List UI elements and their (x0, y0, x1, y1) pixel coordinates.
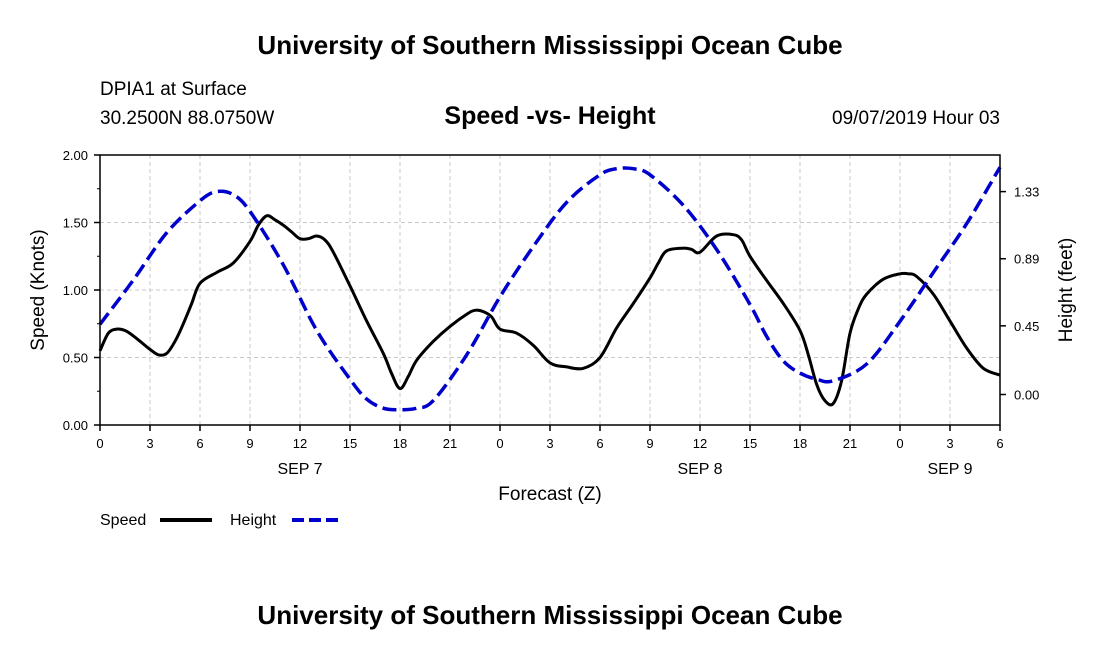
x-tick-label: 6 (996, 436, 1003, 451)
y-tick-label: 1.50 (63, 216, 88, 231)
legend-height-label: Height (230, 512, 277, 529)
header-title: University of Southern Mississippi Ocean… (257, 30, 842, 60)
y-tick-label: 0.00 (63, 418, 88, 433)
x-tick-label: 6 (596, 436, 603, 451)
series-layer (98, 166, 1002, 412)
speed-series-line (98, 214, 1001, 407)
x-tick-label: 21 (443, 436, 457, 451)
legend-speed-label: Speed (100, 512, 146, 529)
chart-title: Speed -vs- Height (444, 102, 656, 130)
y2-tick-label: 1.33 (1014, 185, 1039, 200)
x-tick-label: 9 (246, 436, 253, 451)
axes-layer: 0 3 6 9 12 15 18 21 0 3 6 9 12 15 18 21 0 3 6 SEP 7 SEP 8 SEP… (63, 148, 1040, 478)
x-tick-label: 3 (546, 436, 553, 451)
x-axis-label: Forecast (Z) (498, 484, 601, 505)
y-axis-label: Speed (Knots) (28, 229, 49, 350)
day-label: SEP 7 (277, 461, 322, 478)
grid-layer (100, 155, 1000, 425)
legend: Speed Height (100, 512, 342, 529)
y-tick-label: 0.50 (63, 351, 88, 366)
x-tick-label: 18 (793, 436, 807, 451)
y2-axis-label: Height (feet) (1056, 238, 1077, 343)
datetime-label: 09/07/2019 Hour 03 (832, 108, 1000, 129)
x-tick-label: 15 (343, 436, 357, 451)
x-tick-label: 18 (393, 436, 407, 451)
x-tick-label: 0 (496, 436, 503, 451)
y2-tick-label: 0.00 (1014, 387, 1039, 402)
x-tick-label: 15 (743, 436, 757, 451)
x-tick-label: 3 (946, 436, 953, 451)
height-series-line (98, 166, 1002, 412)
x-tick-label: 0 (896, 436, 903, 451)
y2-tick-label: 0.89 (1014, 252, 1039, 267)
day-label: SEP 9 (927, 461, 972, 478)
x-tick-label: 21 (843, 436, 857, 451)
day-label: SEP 8 (677, 461, 722, 478)
footer-title: University of Southern Mississippi Ocean… (257, 600, 842, 630)
x-tick-label: 3 (146, 436, 153, 451)
coords-label: 30.2500N 88.0750W (100, 108, 274, 129)
x-tick-label: 6 (196, 436, 203, 451)
x-tick-label: 12 (293, 436, 307, 451)
station-label: DPIA1 at Surface (100, 79, 247, 100)
x-tick-label: 12 (693, 436, 707, 451)
y-tick-label: 1.00 (63, 283, 88, 298)
y2-tick-label: 0.45 (1014, 319, 1039, 334)
y-tick-label: 2.00 (63, 148, 88, 163)
x-tick-label: 0 (96, 436, 103, 451)
x-tick-label: 9 (646, 436, 653, 451)
